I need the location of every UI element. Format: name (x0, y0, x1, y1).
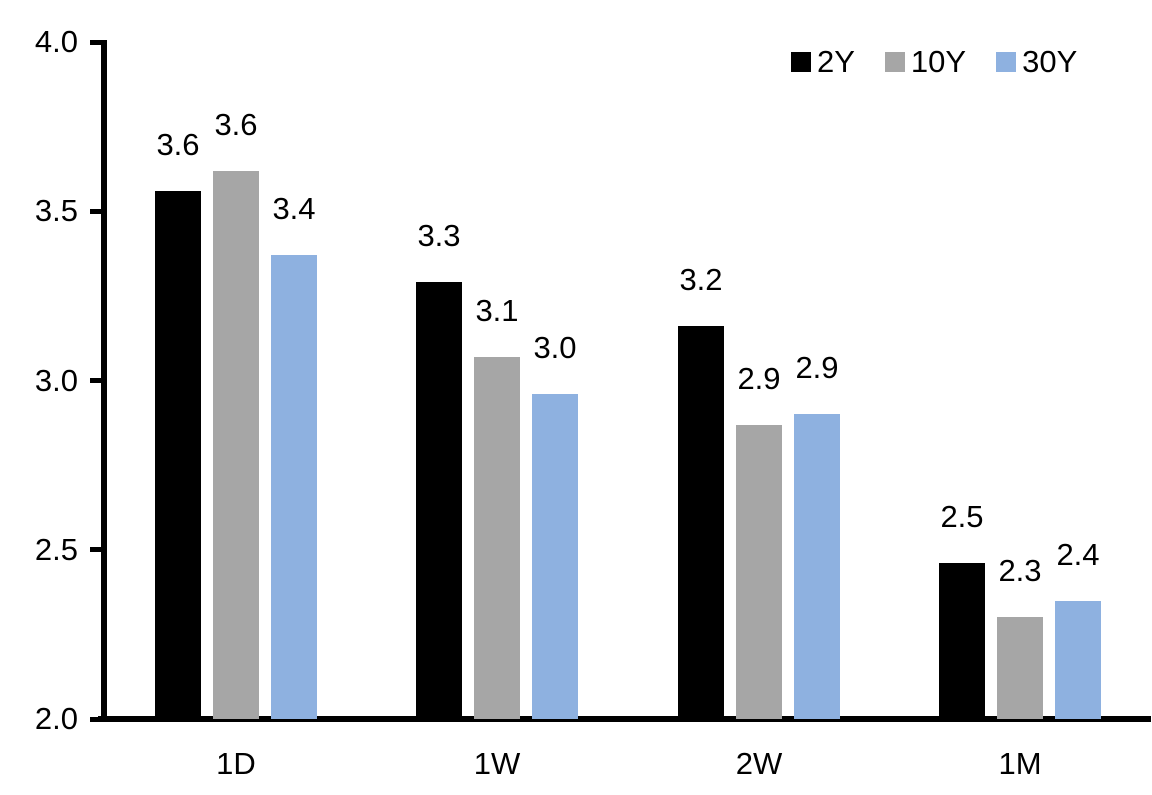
bar-value-label: 2.5 (940, 499, 984, 535)
legend: 2Y 10Y 30Y (791, 44, 1077, 80)
bar-value-label: 3.2 (679, 262, 723, 298)
legend-swatch-icon (996, 52, 1017, 72)
x-category-label: 2W (735, 746, 783, 781)
legend-swatch-icon (884, 52, 905, 72)
legend-swatch-icon (791, 52, 811, 72)
bar-value-label: 2.9 (737, 360, 781, 396)
legend-item-2y: 2Y (791, 44, 855, 80)
bar-value-label: 3.6 (156, 126, 200, 162)
legend-label: 2Y (817, 44, 855, 79)
bar-10y-2w (736, 424, 782, 719)
bar-30y-1w (532, 394, 578, 719)
legend-item-10y: 10Y (884, 44, 967, 80)
x-axis-line (98, 716, 1151, 722)
bar-value-label: 3.6 (214, 106, 258, 142)
bar-2y-1d (155, 190, 201, 719)
bar-2y-1w (416, 282, 462, 719)
bar-30y-1m (1055, 600, 1101, 719)
legend-item-30y: 30Y (996, 44, 1077, 80)
bar-2y-2w (678, 326, 724, 719)
bar-value-label: 2.3 (998, 553, 1042, 589)
y-tick-label: 4.0 (34, 24, 78, 59)
x-category-label: 1W (473, 746, 521, 781)
legend-label: 10Y (910, 44, 967, 79)
x-category-label: 1M (998, 746, 1042, 781)
y-axis-tick (90, 716, 101, 722)
bar-value-label: 2.9 (795, 350, 839, 386)
y-axis-line (101, 40, 107, 722)
y-axis-tick (90, 39, 101, 45)
y-tick-label: 3.0 (34, 362, 78, 398)
y-axis-tick (90, 378, 101, 383)
y-axis-tick (90, 208, 101, 214)
y-tick-label: 2.5 (34, 531, 78, 567)
y-tick-label: 3.5 (34, 193, 78, 229)
bar-2y-1m (939, 563, 985, 719)
bar-value-label: 3.4 (272, 191, 316, 227)
bar-10y-1m (997, 617, 1043, 719)
bar-30y-2w (794, 414, 840, 719)
x-category-label: 1D (216, 746, 256, 781)
bar-value-label: 3.0 (533, 330, 577, 366)
bar-value-label: 2.4 (1056, 536, 1100, 572)
y-axis-tick (90, 547, 101, 553)
bar-value-label: 3.3 (417, 218, 461, 254)
bar-10y-1d (213, 170, 259, 719)
bar-30y-1d (271, 255, 317, 719)
y-tick-label: 2.0 (34, 701, 78, 736)
bar-10y-1w (474, 356, 520, 719)
legend-label: 30Y (1022, 44, 1078, 79)
bar-value-label: 3.1 (475, 292, 519, 328)
